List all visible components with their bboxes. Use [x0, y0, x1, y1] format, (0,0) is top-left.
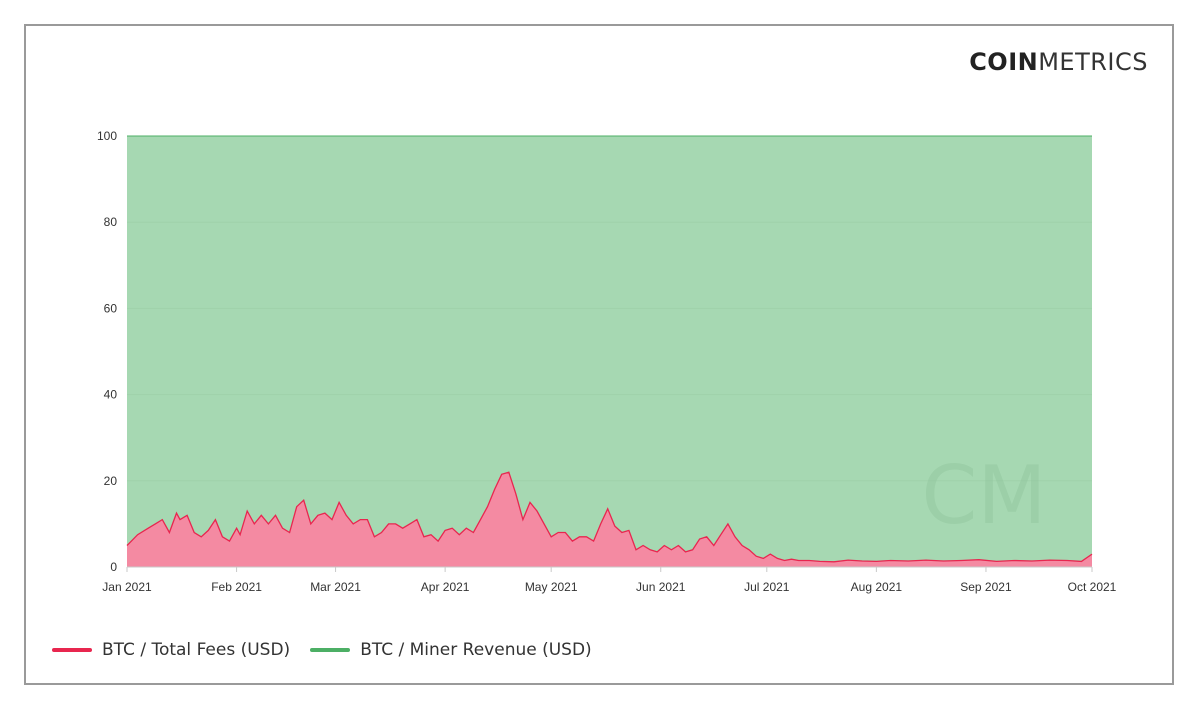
y-axis: 0 20 40 60 80 100: [97, 129, 117, 574]
y-tick-label-80: 80: [104, 215, 118, 229]
x-tick-label-7: Aug 2021: [851, 580, 903, 594]
x-tick-label-1: Feb 2021: [211, 580, 262, 594]
x-tick-label-8: Sep 2021: [960, 580, 1012, 594]
legend-label-revenue: BTC / Miner Revenue (USD): [360, 640, 592, 660]
legend-item-miner-revenue[interactable]: BTC / Miner Revenue (USD): [310, 640, 592, 660]
area-miner-revenue: [127, 136, 1092, 567]
x-tick-label-6: Jul 2021: [744, 580, 790, 594]
legend-swatch-fees: [52, 648, 92, 652]
x-tick-label-2: Mar 2021: [310, 580, 361, 594]
x-axis: Jan 2021 Feb 2021 Mar 2021 Apr 2021 May 2021…: [102, 567, 1117, 594]
x-tick-label-0: Jan 2021: [102, 580, 152, 594]
x-tick-label-9: Oct 2021: [1068, 580, 1117, 594]
area-total-fees: [127, 472, 1092, 567]
y-tick-label-40: 40: [104, 388, 118, 402]
chart-frame: COINMETRICS CM 0 20 40 60 80 100 Jan 2021 Feb …: [24, 24, 1174, 685]
legend-label-fees: BTC / Total Fees (USD): [102, 640, 291, 660]
legend-swatch-revenue: [310, 648, 351, 652]
y-tick-label-60: 60: [104, 301, 118, 315]
legend-item-total-fees[interactable]: BTC / Total Fees (USD): [52, 640, 290, 660]
svg-text:CM: CM: [922, 449, 1047, 542]
y-tick-label-100: 100: [97, 129, 117, 143]
x-tick-label-4: May 2021: [525, 580, 578, 594]
legend: BTC / Total Fees (USD) BTC / Miner Reven…: [52, 640, 612, 660]
y-tick-label-20: 20: [104, 474, 118, 488]
coinmetrics-logo: COINMETRICS: [969, 48, 1148, 76]
y-tick-label-0: 0: [110, 560, 117, 574]
stacked-area-chart: CM 0 20 40 60 80 100 Jan 2021 Feb 2021 Mar 2021…: [97, 129, 1117, 594]
chart-areas: [126, 135, 1093, 568]
x-tick-label-5: Jun 2021: [636, 580, 686, 594]
cm-watermark: CM: [922, 449, 1047, 542]
line-total-fees: [126, 471, 1093, 563]
x-tick-label-3: Apr 2021: [421, 580, 470, 594]
